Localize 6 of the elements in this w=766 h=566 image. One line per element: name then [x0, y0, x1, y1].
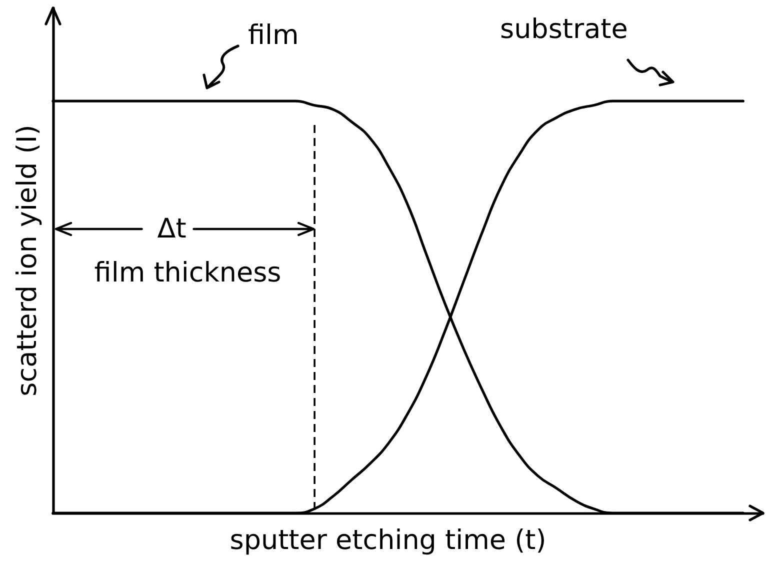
y-axis-title: scatterd ion yield (I): [12, 124, 43, 396]
annotation: Δt: [157, 214, 186, 244]
text: substrate: [500, 14, 628, 45]
x-axis-title: sputter etching time (t): [230, 525, 546, 556]
annotation: film thickness: [94, 258, 282, 288]
series-label: film: [248, 20, 299, 51]
